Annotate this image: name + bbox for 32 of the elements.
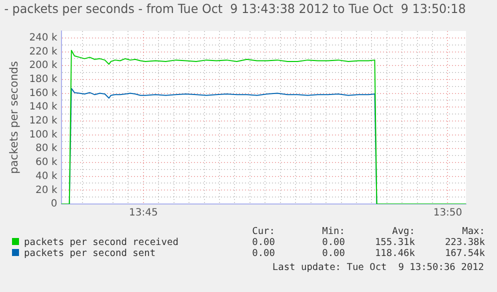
text: 155.31k bbox=[374, 237, 415, 248]
text: 118.46k bbox=[374, 248, 415, 259]
text: 167.54k bbox=[444, 248, 485, 259]
y-tick-label: 20 k bbox=[36, 184, 58, 196]
y-tick-label: 160 k bbox=[29, 88, 58, 99]
y-tick-label: 200 k bbox=[29, 60, 58, 72]
text: 0.00 bbox=[251, 237, 275, 248]
y-tick-label: 80 k bbox=[36, 143, 58, 154]
y-tick-label: 220 k bbox=[29, 46, 58, 58]
y-tick-label: 40 k bbox=[36, 170, 58, 182]
y-tick-label: 240 k bbox=[29, 32, 58, 44]
text: Min: bbox=[321, 226, 345, 237]
y-axis-title: packets per seconds bbox=[7, 60, 20, 174]
y-tick-label: 100 k bbox=[29, 129, 58, 140]
legend-label: packets per second received bbox=[23, 237, 180, 248]
text: 0.00 bbox=[321, 237, 345, 248]
text: 223.38k bbox=[444, 237, 485, 248]
y-tick-label: 140 k bbox=[29, 102, 58, 113]
text: 0.00 bbox=[251, 248, 275, 259]
y-tick-label: 0 bbox=[50, 198, 58, 210]
chart-title: - packets per seconds - from Tue Oct 9 13:43:38 2012 to Tue Oct 9 13:50:18 bbox=[4, 1, 466, 16]
y-tick-label: 120 k bbox=[29, 116, 58, 127]
y-tick-label: 180 k bbox=[29, 74, 58, 86]
text: Cur: bbox=[251, 226, 275, 237]
text: Last update: Tue Oct 9 13:50:36 2012 bbox=[271, 262, 484, 273]
text: Max: bbox=[461, 226, 485, 237]
text: Avg: bbox=[391, 226, 415, 237]
x-tick-label: 13:45 bbox=[129, 208, 158, 219]
y-tick-label: 60 k bbox=[36, 157, 58, 168]
text: 0.00 bbox=[321, 248, 345, 259]
x-tick-label: 13:50 bbox=[433, 208, 462, 219]
legend-label: packets per second sent bbox=[23, 248, 157, 259]
